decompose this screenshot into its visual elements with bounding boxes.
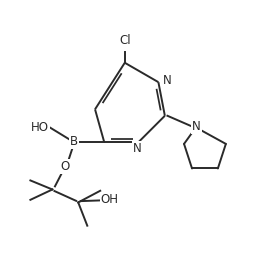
Text: N: N bbox=[163, 74, 171, 87]
Text: OH: OH bbox=[100, 193, 118, 206]
Text: Cl: Cl bbox=[119, 34, 131, 47]
Text: N: N bbox=[133, 142, 142, 155]
Text: HO: HO bbox=[31, 121, 49, 134]
Text: B: B bbox=[70, 135, 78, 148]
Text: N: N bbox=[192, 120, 201, 133]
Text: O: O bbox=[61, 160, 70, 173]
